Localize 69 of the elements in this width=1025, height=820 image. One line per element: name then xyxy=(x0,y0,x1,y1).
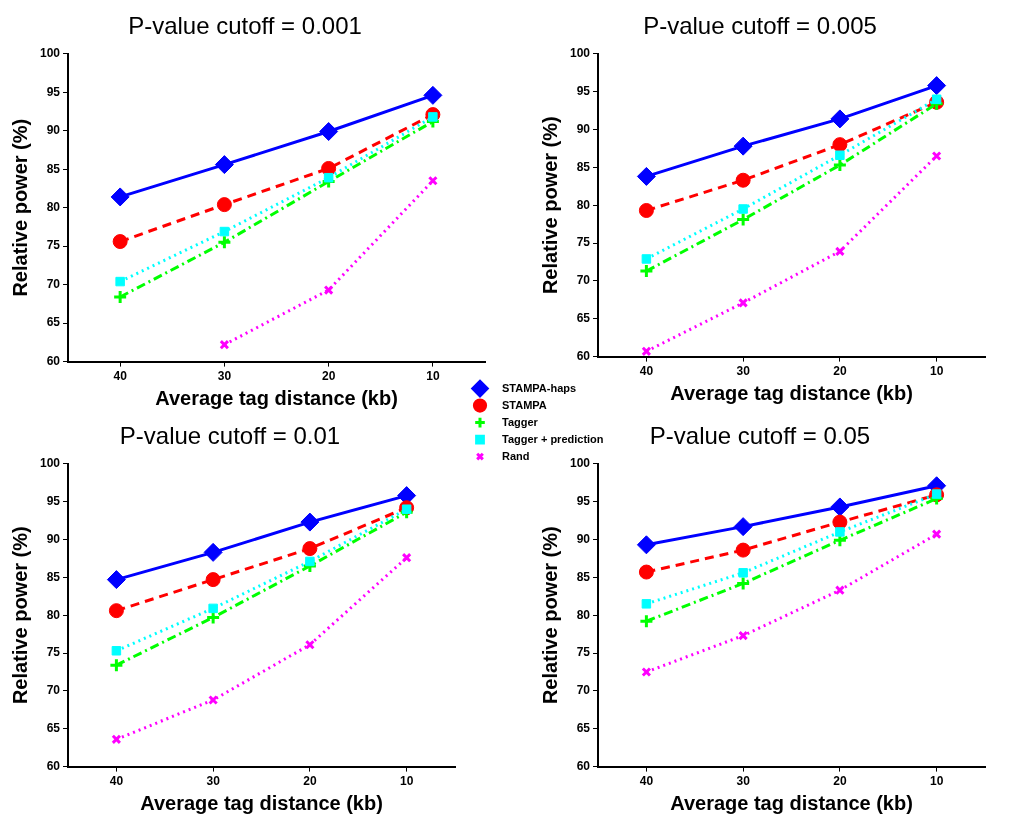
x-tick-label: 10 xyxy=(929,774,944,789)
y-tick-label: 80 xyxy=(576,607,591,622)
x-tick-label: 30 xyxy=(206,774,221,789)
y-tick-label: 90 xyxy=(46,531,61,546)
y-tick-label: 80 xyxy=(576,197,591,212)
y-axis-title: Relative power (%) xyxy=(8,526,31,705)
x-tick-label: 40 xyxy=(109,774,124,789)
y-tick-label: 65 xyxy=(576,311,591,326)
x-tick-label: 20 xyxy=(303,774,317,789)
y-tick-label: 75 xyxy=(46,238,61,253)
y-tick-label: 90 xyxy=(576,121,591,136)
legend-label: STAMPA-haps xyxy=(502,381,577,394)
y-tick-label: 100 xyxy=(39,456,61,471)
x-tick-label: 10 xyxy=(426,369,440,384)
y-tick-label: 60 xyxy=(576,758,591,773)
y-tick-label: 100 xyxy=(39,46,61,61)
y-tick-label: 60 xyxy=(46,353,61,368)
x-tick-label: 20 xyxy=(833,774,847,789)
y-axis-title: Relative power (%) xyxy=(538,116,561,295)
x-tick-label: 10 xyxy=(929,364,944,379)
y-tick-label: 95 xyxy=(46,84,61,99)
y-tick-label: 70 xyxy=(576,273,591,288)
x-tick-label: 20 xyxy=(833,364,847,379)
chart-title: P-value cutoff = 0.001 xyxy=(128,12,362,40)
y-tick-label: 70 xyxy=(46,276,61,291)
y-tick-label: 75 xyxy=(576,645,591,660)
y-axis-title: Relative power (%) xyxy=(538,526,561,705)
chart-title: P-value cutoff = 0.05 xyxy=(649,422,871,450)
x-tick-label: 40 xyxy=(639,774,654,789)
y-tick-label: 65 xyxy=(46,315,61,330)
y-tick-label: 95 xyxy=(46,493,61,508)
y-tick-label: 100 xyxy=(569,46,591,61)
y-tick-label: 65 xyxy=(46,721,61,736)
legend-label: Tagger xyxy=(502,415,539,428)
y-tick-label: 85 xyxy=(576,159,591,174)
y-tick-label: 80 xyxy=(46,607,61,622)
x-tick-label: 30 xyxy=(217,369,232,384)
y-axis-title: Relative power (%) xyxy=(8,118,31,297)
x-axis-title: Average tag distance (kb) xyxy=(140,791,383,814)
x-axis-title: Average tag distance (kb) xyxy=(670,381,913,404)
x-axis-title: Average tag distance (kb) xyxy=(155,386,398,409)
y-tick-label: 95 xyxy=(576,83,591,98)
y-tick-label: 85 xyxy=(46,161,61,176)
x-tick-label: 20 xyxy=(321,369,336,384)
legend-label: Tagger + prediction xyxy=(502,432,604,445)
y-tick-label: 60 xyxy=(576,348,591,363)
y-tick-label: 95 xyxy=(576,493,591,508)
legend-label: Rand xyxy=(502,449,530,462)
y-tick-label: 60 xyxy=(46,758,61,773)
legend-label: STAMPA xyxy=(502,398,547,411)
y-tick-label: 90 xyxy=(576,531,591,546)
y-tick-label: 80 xyxy=(46,200,61,215)
y-tick-label: 85 xyxy=(46,569,61,584)
y-tick-label: 90 xyxy=(46,123,61,138)
y-tick-label: 85 xyxy=(576,569,591,584)
x-axis-title: Average tag distance (kb) xyxy=(670,791,913,814)
x-tick-label: 30 xyxy=(736,774,751,789)
x-tick-label: 40 xyxy=(639,364,654,379)
x-tick-label: 10 xyxy=(399,774,414,789)
chart-title: P-value cutoff = 0.005 xyxy=(643,12,877,40)
y-tick-label: 70 xyxy=(46,683,61,698)
y-tick-label: 70 xyxy=(576,683,591,698)
y-tick-label: 65 xyxy=(576,721,591,736)
x-tick-label: 30 xyxy=(736,364,751,379)
y-tick-label: 75 xyxy=(576,235,591,250)
y-tick-label: 75 xyxy=(46,645,61,660)
chart-title: P-value cutoff = 0.01 xyxy=(119,422,341,450)
y-tick-label: 100 xyxy=(569,456,591,471)
x-tick-label: 40 xyxy=(113,369,128,384)
